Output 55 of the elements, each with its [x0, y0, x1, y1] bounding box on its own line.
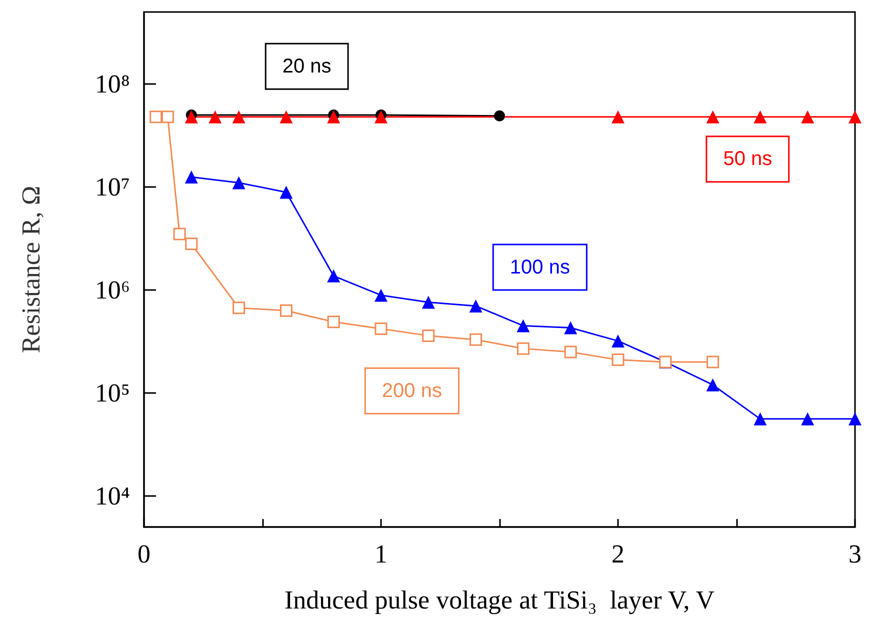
point: [801, 110, 814, 124]
point: [232, 302, 246, 314]
y-tick-label: 10⁴: [94, 481, 130, 510]
point: [374, 322, 388, 336]
point: [612, 110, 624, 124]
point: [801, 412, 814, 426]
point: [612, 334, 624, 348]
point: [612, 354, 624, 366]
point: [374, 110, 388, 124]
point: [516, 319, 530, 332]
point: [470, 333, 482, 346]
point: [754, 412, 767, 426]
y-tick-label: 10⁷: [94, 172, 130, 202]
x-tick-label: 3: [848, 540, 862, 568]
point: [327, 269, 340, 282]
point: [280, 304, 292, 317]
point: [184, 110, 198, 124]
point: [494, 110, 505, 122]
point: [848, 412, 862, 426]
point: [754, 110, 767, 124]
point: [422, 329, 435, 342]
point: [706, 356, 720, 368]
x-axis-title: Induced pulse voltage at TiSi₃ layer V, V: [284, 586, 715, 614]
point: [706, 378, 720, 392]
point: [185, 238, 198, 250]
y-tick-label: 10⁶: [94, 275, 130, 304]
point: [184, 170, 198, 184]
point: [208, 110, 222, 124]
series-label: 50 ns: [723, 148, 772, 170]
point: [516, 342, 530, 355]
point: [280, 186, 293, 199]
point: [327, 316, 340, 328]
point: [564, 346, 577, 358]
point: [280, 110, 293, 124]
point: [161, 110, 174, 124]
point: [469, 299, 482, 312]
point: [848, 110, 862, 124]
point: [374, 288, 388, 302]
y-tick-label: 10⁵: [94, 378, 130, 408]
series-label: 20 ns: [282, 55, 332, 78]
point: [564, 321, 578, 334]
series-label: 200 ns: [382, 380, 442, 402]
x-tick-label: 0: [138, 540, 150, 568]
point: [327, 110, 340, 124]
point: [232, 110, 246, 124]
point: [173, 228, 186, 240]
point: [150, 110, 162, 124]
y-axis-title: Resistance R, Ω: [16, 186, 46, 354]
point: [422, 296, 435, 309]
point: [706, 110, 720, 124]
series-label: 100 ns: [510, 256, 570, 278]
y-tick-label: 10⁸: [94, 69, 130, 98]
point: [232, 176, 246, 190]
x-tick-label: 2: [612, 540, 624, 568]
x-tick-label: 1: [374, 540, 388, 568]
